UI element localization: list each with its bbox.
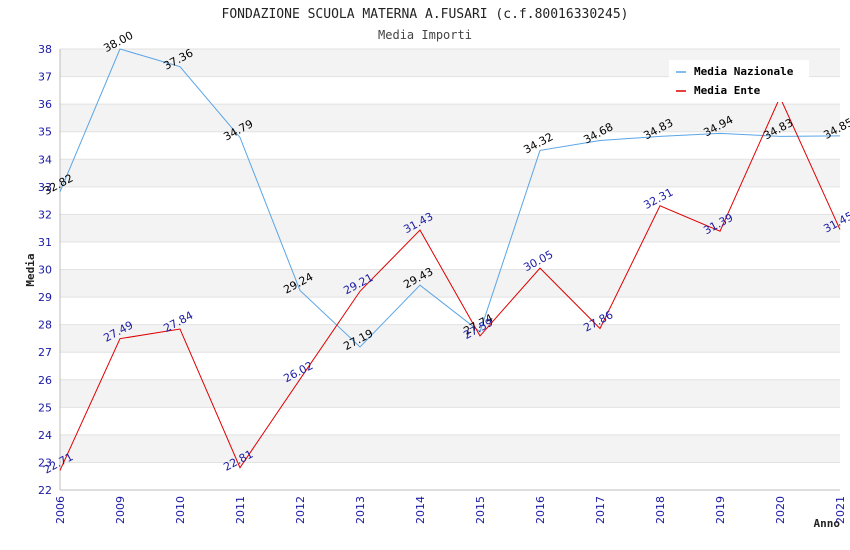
x-tick-label: 2011	[234, 496, 247, 524]
y-tick-label: 26	[38, 374, 52, 387]
grid-band	[60, 407, 840, 435]
legend: Media Nazionale Media Ente	[669, 60, 809, 102]
y-tick-label: 32	[38, 208, 52, 221]
series-lines	[59, 48, 841, 471]
grid-band	[60, 379, 840, 408]
x-tick-label: 2019	[714, 496, 727, 524]
grid-band	[60, 434, 840, 463]
y-tick-label: 23	[38, 456, 52, 469]
x-tick-label: 2009	[114, 496, 127, 524]
grid-band	[60, 131, 840, 160]
y-tick-label: 27	[38, 346, 52, 359]
legend-label-media-ente: Media Ente	[694, 84, 761, 97]
legend-label-media-nazionale: Media Nazionale	[694, 65, 794, 78]
y-tick-label: 24	[38, 429, 52, 442]
chart-title: FONDAZIONE SCUOLA MATERNA A.FUSARI (c.f.…	[222, 7, 629, 22]
x-tick-label: 2015	[474, 496, 487, 524]
y-tick-label: 22	[38, 484, 52, 497]
y-tick-label: 33	[38, 181, 52, 194]
x-tick-label: 2010	[174, 496, 187, 524]
x-tick-label: 2013	[354, 496, 367, 524]
y-axis-label: Media	[24, 253, 37, 286]
grid-band	[60, 352, 840, 380]
grid-bands	[60, 48, 840, 491]
grid-band	[60, 186, 840, 215]
y-tick-label: 38	[38, 43, 52, 56]
y-tick-label: 34	[38, 153, 52, 166]
x-tick-label: 2006	[54, 496, 67, 524]
x-tick-label: 2021	[834, 496, 847, 524]
x-tick-label: 2018	[654, 496, 667, 524]
chart-subtitle: Media Importi	[378, 28, 472, 42]
y-tick-labels: 22 23 24 25 26 27 28 29 30 31 32 33 34 35 36 37 38	[38, 43, 52, 497]
y-tick-label: 35	[38, 126, 52, 139]
x-tick-label: 2016	[534, 496, 547, 524]
y-tick-label: 36	[38, 98, 52, 111]
x-tick-labels: 2006 2009 2010 2011 2012 2013 2014 2015 2016 2017…	[54, 496, 847, 524]
grid-band	[60, 214, 840, 242]
series-line-0	[59, 48, 841, 348]
y-tick-label: 30	[38, 264, 52, 277]
grid-band	[60, 104, 840, 132]
grid-band	[60, 241, 840, 270]
y-tick-label: 29	[38, 291, 52, 304]
grid-band	[60, 159, 840, 187]
x-tick-label: 2020	[774, 496, 787, 524]
x-tick-label: 2012	[294, 496, 307, 524]
y-tick-label: 28	[38, 319, 52, 332]
series-line-1	[59, 96, 841, 471]
axes	[59, 49, 840, 491]
grid-band	[60, 462, 840, 490]
legend-box	[669, 60, 809, 102]
grid-band	[60, 297, 840, 325]
y-tick-label: 31	[38, 236, 52, 249]
grid-band	[60, 324, 840, 353]
x-tick-label: 2017	[594, 496, 607, 524]
x-tick-label: 2014	[414, 496, 427, 524]
y-tick-label: 25	[38, 401, 52, 414]
y-tick-label: 37	[38, 71, 52, 84]
x-axis-label: Anno	[814, 517, 841, 530]
